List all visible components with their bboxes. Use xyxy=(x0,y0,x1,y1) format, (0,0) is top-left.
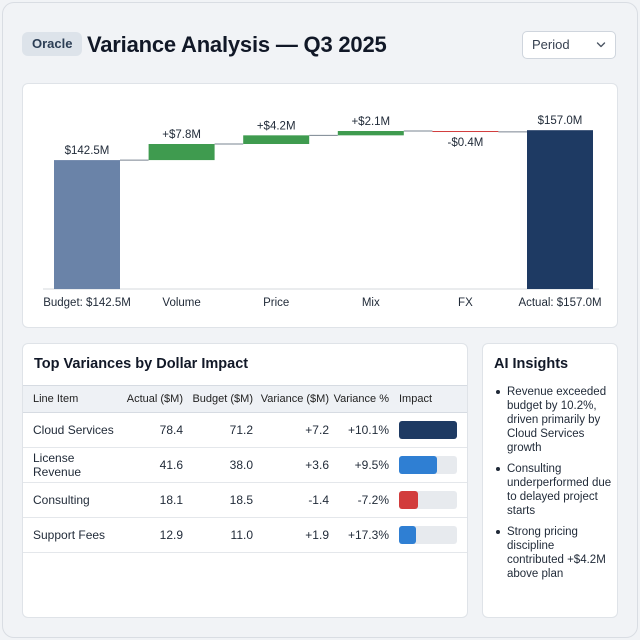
bar-value-label: +$2.1M xyxy=(351,116,390,128)
cell-line-item: License Revenue xyxy=(23,447,118,483)
bullet-icon xyxy=(496,467,500,471)
cell-budget: 71.2 xyxy=(183,412,253,448)
col-variance: Variance ($M) xyxy=(253,385,329,413)
variance-table-card: Top Variances by Dollar Impact Line Item… xyxy=(22,343,468,618)
cell-variance: -1.4 xyxy=(253,482,329,518)
bar-value-label: $157.0M xyxy=(538,115,583,127)
col-line-item: Line Item xyxy=(23,385,118,413)
table-row[interactable]: Cloud Services 78.4 71.2 +7.2 +10.1% xyxy=(23,412,467,448)
table-header-row: Line Item Actual ($M) Budget ($M) Varian… xyxy=(23,385,467,413)
insights-list: Revenue exceeded budget by 10.2%, driven… xyxy=(493,385,613,588)
table-title: Top Variances by Dollar Impact xyxy=(34,356,249,372)
cell-variance-pct: -7.2% xyxy=(329,482,389,518)
bar-value-label: -$0.4M xyxy=(448,137,484,149)
category-label: FX xyxy=(458,297,473,309)
period-select[interactable]: Period xyxy=(522,31,616,59)
waterfall-bar xyxy=(243,135,310,145)
cell-impact xyxy=(389,517,467,553)
bullet-icon xyxy=(496,390,500,394)
cell-line-item: Support Fees xyxy=(23,517,118,553)
insight-item: Strong pricing discipline contributed +$… xyxy=(493,525,613,581)
insight-text: Strong pricing discipline contributed +$… xyxy=(507,526,606,580)
category-label: Mix xyxy=(362,297,380,309)
variance-table: Line Item Actual ($M) Budget ($M) Varian… xyxy=(23,385,467,553)
cell-impact xyxy=(389,447,467,483)
waterfall-chart-card: $142.5M Budget: $142.5M +$7.8M Volume +$4.2M… xyxy=(22,83,618,328)
cell-budget: 18.5 xyxy=(183,482,253,518)
cell-budget: 11.0 xyxy=(183,517,253,553)
table-row[interactable]: Consulting 18.1 18.5 -1.4 -7.2% xyxy=(23,482,467,518)
cell-actual: 78.4 xyxy=(118,412,183,448)
category-label: Actual: $157.0M xyxy=(518,297,601,309)
col-variance-pct: Variance % xyxy=(329,385,389,413)
waterfall-bar xyxy=(527,130,593,289)
col-actual: Actual ($M) xyxy=(118,385,183,413)
bar-value-label: $142.5M xyxy=(65,145,110,157)
ai-insights-card: AI Insights Revenue exceeded budget by 1… xyxy=(482,343,618,618)
cell-variance-pct: +9.5% xyxy=(329,447,389,483)
col-budget: Budget ($M) xyxy=(183,385,253,413)
cell-line-item: Cloud Services xyxy=(23,412,118,448)
cell-impact xyxy=(389,412,467,448)
waterfall-bar xyxy=(337,131,404,136)
bullet-icon xyxy=(496,530,500,534)
insight-item: Consulting underperformed due to delayed… xyxy=(493,462,613,518)
cell-actual: 18.1 xyxy=(118,482,183,518)
category-label: Budget: $142.5M xyxy=(43,297,131,309)
cell-actual: 12.9 xyxy=(118,517,183,553)
insight-text: Consulting underperformed due to delayed… xyxy=(507,463,612,517)
cell-budget: 38.0 xyxy=(183,447,253,483)
cell-variance: +1.9 xyxy=(253,517,329,553)
page-title: Variance Analysis — Q3 2025 xyxy=(87,32,387,57)
impact-bar-fill xyxy=(399,526,417,544)
cell-variance: +3.6 xyxy=(253,447,329,483)
bar-value-label: +$4.2M xyxy=(257,120,296,132)
bar-value-label: +$7.8M xyxy=(162,129,201,141)
impact-bar xyxy=(399,421,457,439)
chevron-down-icon xyxy=(596,42,606,48)
waterfall-bar xyxy=(148,144,215,161)
oracle-badge: Oracle xyxy=(22,32,83,56)
insight-item: Revenue exceeded budget by 10.2%, driven… xyxy=(493,385,613,455)
cell-variance-pct: +10.1% xyxy=(329,412,389,448)
period-select-value: Period xyxy=(532,37,570,52)
impact-bar-fill xyxy=(399,456,438,474)
cell-impact xyxy=(389,482,467,518)
cell-actual: 41.6 xyxy=(118,447,183,483)
impact-bar-fill xyxy=(399,491,419,509)
header: Oracle Variance Analysis — Q3 2025 Perio… xyxy=(22,30,618,60)
impact-bar xyxy=(399,456,457,474)
impact-bar xyxy=(399,491,457,509)
waterfall-chart: $142.5M Budget: $142.5M +$7.8M Volume +$4.2M… xyxy=(43,115,602,309)
col-impact: Impact xyxy=(389,385,467,413)
table-row[interactable]: License Revenue 41.6 38.0 +3.6 +9.5% xyxy=(23,447,467,483)
category-label: Volume xyxy=(162,297,200,309)
waterfall-bar xyxy=(54,160,120,289)
impact-bar-fill xyxy=(399,421,457,439)
impact-bar xyxy=(399,526,457,544)
cell-line-item: Consulting xyxy=(23,482,118,518)
insights-title: AI Insights xyxy=(494,356,569,372)
insight-text: Revenue exceeded budget by 10.2%, driven… xyxy=(507,386,607,454)
waterfall-bar xyxy=(432,131,499,133)
cell-variance-pct: +17.3% xyxy=(329,517,389,553)
category-label: Price xyxy=(263,297,289,309)
table-row[interactable]: Support Fees 12.9 11.0 +1.9 +17.3% xyxy=(23,517,467,553)
cell-variance: +7.2 xyxy=(253,412,329,448)
